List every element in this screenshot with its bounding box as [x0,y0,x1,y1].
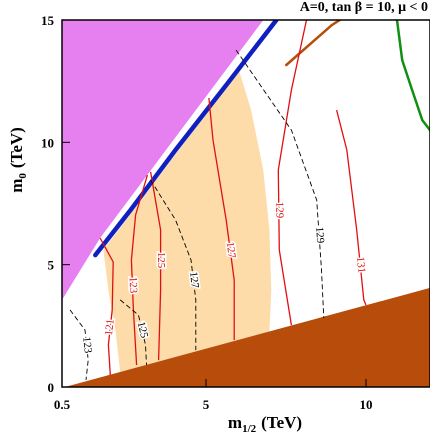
plot-frame [61,19,430,388]
contour-label: 127 [187,271,201,289]
x-tick-label: 5 [203,397,210,412]
contour-label: 125 [155,252,167,269]
y-axis-label: m0 (TeV) [7,127,29,193]
x-axis-label: m1/2 (TeV) [228,413,302,435]
y-tick-label: 5 [48,258,55,273]
y-tick-label: 10 [41,135,54,150]
chart-title: A=0, tan β = 10, μ < 0 [300,0,428,15]
contour-line [277,20,308,326]
contour-line [69,309,89,380]
plot-area: 121 123 125 127 129 131 123 125 127 129 [62,20,430,387]
contour-line [208,97,235,340]
contour-line [150,179,197,351]
x-label-subscript: 1/2 [242,423,257,435]
contour-label: 131 [354,256,368,274]
y-label-subscript: 0 [17,173,29,179]
y-tick-label: 0 [48,380,55,395]
region [103,70,272,373]
contour-label: 125 [135,320,151,339]
region [62,20,264,300]
contour-label: 129 [273,202,285,219]
contour-line [130,174,149,366]
contour-label: 123 [127,277,140,294]
x-label-unit: (TeV) [261,413,302,432]
x-tick-label: 0.5 [54,397,71,412]
contour-line [149,171,162,361]
contour-label: 121 [103,318,117,336]
region [64,287,430,387]
contour-line [235,49,325,319]
y-tick-label: 15 [41,13,55,28]
contour-label: 129 [313,226,326,244]
contour-line [119,299,147,366]
y-label-unit: (TeV) [7,127,26,168]
y-label-symbol: m [7,179,26,193]
contour-line [99,237,114,376]
contour-label: 123 [80,336,94,354]
strip [285,20,342,67]
x-tick-label: 10 [360,397,373,412]
contour-line [335,109,367,306]
contour-label: 127 [224,241,238,259]
strip [93,20,279,258]
strip [395,20,430,132]
x-label-symbol: m [228,413,242,432]
